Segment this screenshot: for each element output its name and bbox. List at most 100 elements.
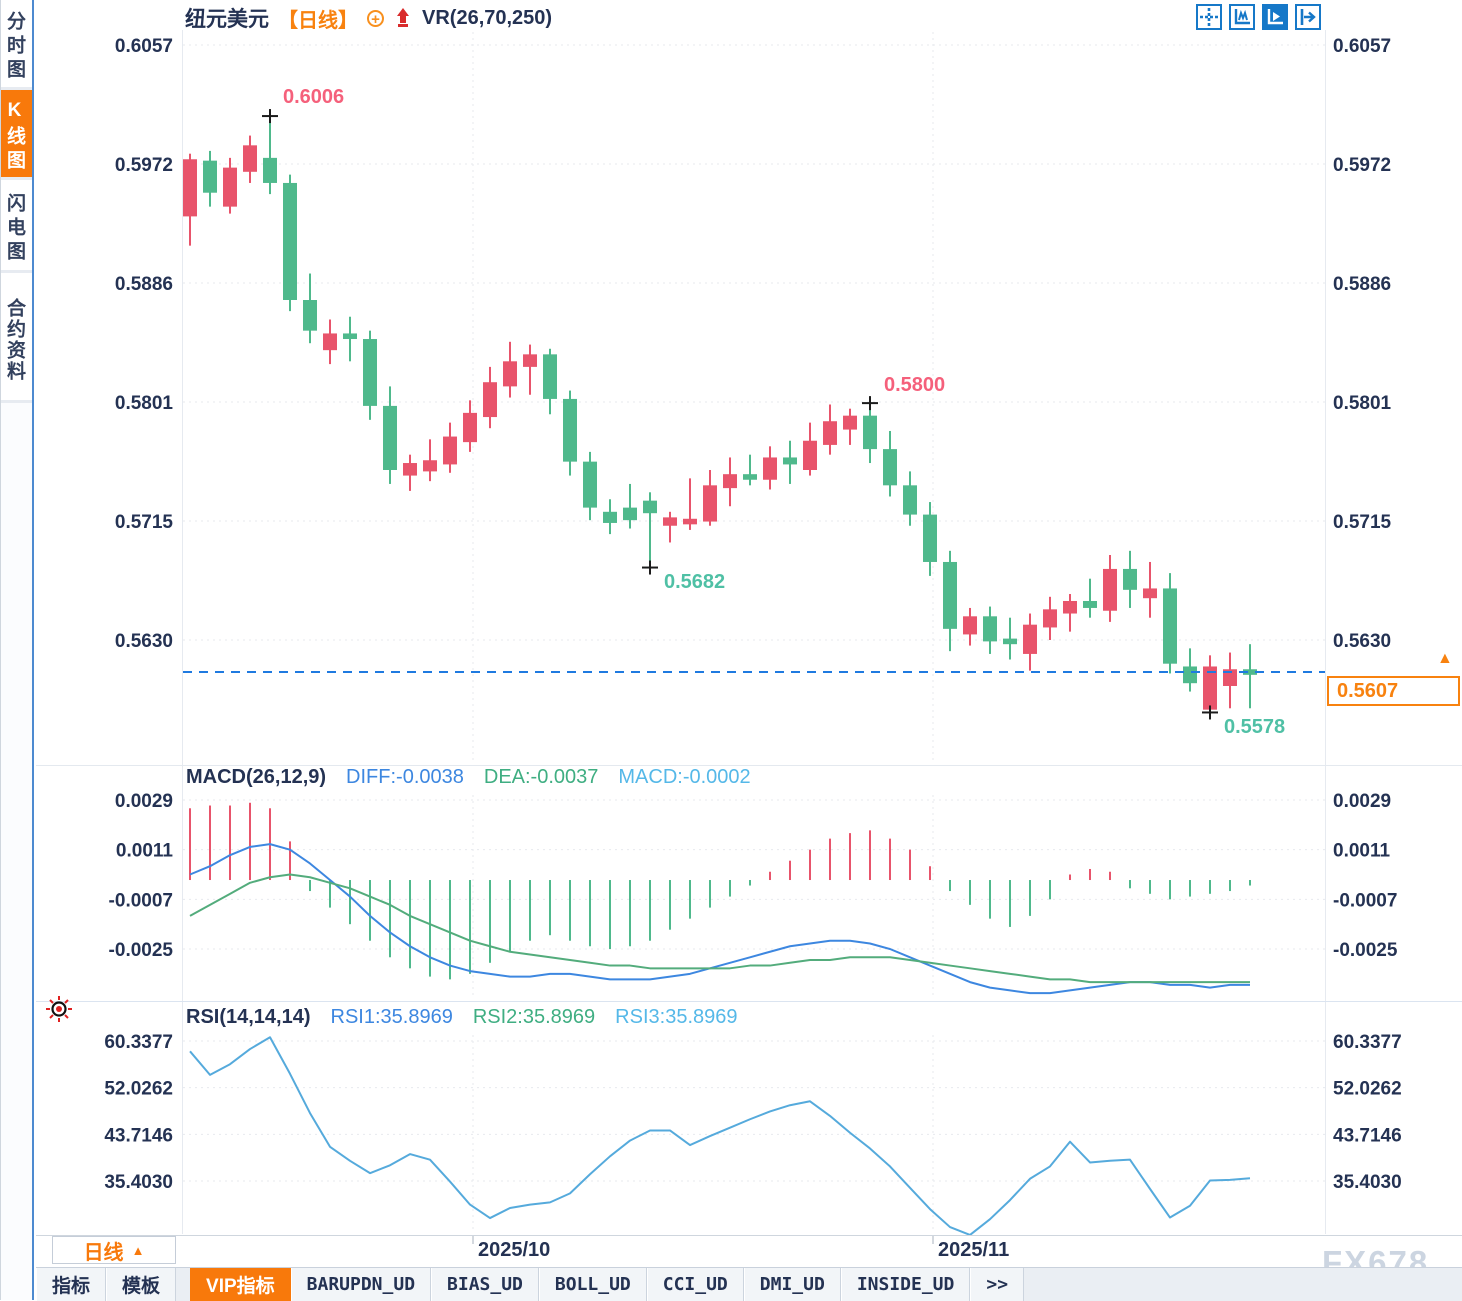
axis-tick-label: 0.0011 [1333,841,1390,862]
candle-body [683,518,697,525]
candle-body [763,457,777,480]
indicator-settings-sun-icon[interactable] [45,995,73,1028]
chart-header: 纽元美元 【日线】 + VR(26,70,250) [185,3,552,33]
bottom-tab-3[interactable]: BARUPDN_UD [290,1268,432,1301]
add-indicator-icon[interactable]: + [367,9,384,27]
jump-to-latest-icon[interactable] [1295,4,1321,30]
candle-body [423,460,437,472]
rsi2-readout: RSI2:35.8969 [472,1006,596,1028]
rsi3-readout: RSI3:35.8969 [615,1006,738,1028]
candle-body [1123,568,1137,590]
axis-scale-icon[interactable] [1229,4,1255,30]
candle-body [1083,600,1097,608]
candle-body [803,440,817,470]
candle-body [283,182,297,300]
axis-tick-label: 60.3377 [104,1032,173,1053]
bottom-tab-1[interactable]: 模板 [106,1268,177,1301]
candle-body [623,507,637,521]
arrow-up-icon [393,6,413,30]
price-up-arrow-icon: ▲ [1437,650,1453,667]
sidebar-item-0[interactable]: 分时图 [1,0,32,90]
dea-line [189,873,1250,984]
symbol-name: 纽元美元 [185,8,269,31]
axis-tick-label: -0.0007 [1333,890,1397,911]
diff-line [189,843,1250,995]
axis-tick-label: -0.0025 [1333,940,1398,961]
axis-tick-label: 0.6057 [1333,36,1391,57]
auto-follow-icon[interactable] [1262,4,1288,30]
candle-body [483,382,497,418]
axis-divider [36,1235,1462,1236]
axis-tick-label: 52.0262 [1333,1079,1402,1100]
candle-body [1243,669,1257,675]
candle-body [843,415,857,430]
macd-title: MACD(26,12,9) [186,766,327,788]
candle-body [663,517,677,526]
bottom-tab-0[interactable]: 指标 [36,1268,107,1301]
candle-body [443,436,457,465]
macd-histogram [189,802,1251,980]
axis-tick-label: 0.5972 [1333,155,1391,176]
bottom-tab-6[interactable]: CCI_UD [646,1268,744,1301]
bottom-tab-9[interactable]: >> [970,1268,1025,1301]
candle-body [1143,588,1157,599]
bottom-tab-7[interactable]: DMI_UD [743,1268,841,1301]
bottom-tab-2[interactable]: VIP指标 [190,1268,291,1301]
candle-body [743,474,757,480]
bottom-tab-5[interactable]: BOLL_UD [538,1268,647,1301]
indicator-tab-bar: 指标 模板 VIP指标 BARUPDN_UD BIAS_UD BOLL_UD CCI_UD D… [36,1267,1462,1301]
candle-body [883,449,897,486]
candle-body [723,474,737,489]
sidebar-item-1[interactable]: K线图 [1,90,32,180]
axis-tick-label: 0.5886 [115,274,173,295]
axis-tick-label: 0.5801 [1333,393,1392,414]
candle-body [903,485,917,515]
candle-body [383,405,397,470]
pan-crosshair-icon[interactable] [1196,4,1222,30]
candle-body [1163,588,1177,664]
gridlines [182,30,1326,1244]
axis-tick-label: 0.5630 [115,631,173,652]
candle-body [1223,669,1237,686]
candle-body [603,511,617,523]
candle-body [863,415,877,450]
candle-body [463,412,477,443]
annotation-low-0.5578: 0.5578 [1224,716,1286,738]
left-sidebar: 分时图 K线图 闪电图 合约资料 [0,0,34,1300]
axis-tick-label: 0.5972 [115,155,173,176]
sidebar-item-2[interactable]: 闪电图 [1,180,32,273]
axis-tick-label: 60.3377 [1333,1032,1402,1053]
candle-body [1063,600,1077,614]
candle-body [703,485,717,522]
panel-divider [36,1001,1462,1002]
indicator-name: VR(26,70,250) [422,6,553,29]
chart-toolbar [1196,4,1321,30]
candlestick-series [183,116,1257,713]
candle-body [363,339,377,406]
triangle-up-icon: ▲ [131,1242,145,1258]
candle-body [563,398,577,462]
bottom-tab-4[interactable]: BIAS_UD [431,1268,539,1301]
candle-body [403,463,417,476]
rsi-header: RSI(14,14,14) RSI1:35.8969 RSI2:35.8969 … [186,1006,738,1029]
candle-body [583,461,597,508]
macd-value-readout: MACD:-0.0002 [618,766,751,788]
sidebar-item-3[interactable]: 合约资料 [1,273,32,403]
rsi-panel [189,1036,1251,1236]
candle-body [1183,666,1197,684]
candle-body [243,145,257,172]
candle-body [943,561,957,629]
axis-labels: 0.6057 0.6057 0.5972 0.5972 0.5886 0.5886 0.58… [104,36,1401,1193]
annotation-low-0.5682: 0.5682 [664,571,726,593]
period-selector-label: 日线 [83,1241,124,1264]
axis-tick-label: 0.5715 [1333,512,1392,533]
x-axis-label-month: 2025/11 [938,1239,1010,1261]
panel-divider [36,765,1462,766]
bottom-tab-8[interactable]: INSIDE_UD [840,1268,971,1301]
axis-tick-label: 0.5801 [115,393,174,414]
period-selector[interactable]: 日线 ▲ [52,1236,176,1264]
candle-body [323,333,337,351]
axis-tick-label: 0.0011 [116,841,173,862]
period-tag: 【日线】 [278,9,358,32]
